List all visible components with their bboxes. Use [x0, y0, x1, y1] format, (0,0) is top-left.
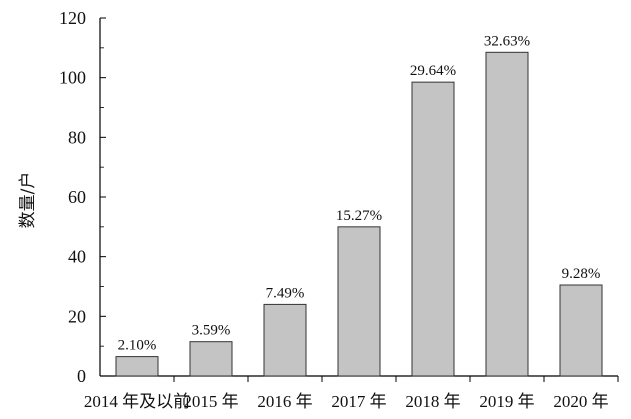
y-axis-title: 数量/户 — [18, 172, 38, 229]
x-tick-label: 2016 年 — [257, 392, 312, 411]
data-label: 3.59% — [192, 323, 231, 339]
bars — [115, 51, 603, 377]
y-tick-label: 20 — [68, 306, 86, 326]
y-axis-ticks: 0 20 40 60 80 100 120 — [59, 8, 106, 386]
data-label: 32.63% — [484, 33, 530, 49]
y-tick-label: 120 — [59, 8, 86, 28]
x-tick-label: 2015 年 — [183, 392, 238, 411]
bar — [263, 303, 307, 377]
x-tick-label: 2020 年 — [553, 392, 608, 411]
x-tick-label: 2017 年 — [331, 392, 386, 411]
data-label: 29.64% — [410, 63, 456, 79]
y-tick-label: 100 — [59, 68, 86, 88]
bar — [485, 51, 529, 377]
bar — [189, 341, 233, 377]
y-tick-label: 60 — [68, 187, 86, 207]
data-label: 7.49% — [266, 285, 305, 301]
y-tick-label: 80 — [68, 127, 86, 147]
x-tick-label: 2019 年 — [479, 392, 534, 411]
data-label: 15.27% — [336, 208, 382, 224]
y-tick-label: 0 — [77, 366, 86, 386]
data-label: 2.10% — [118, 338, 157, 354]
data-labels: 2.10% 3.59% 7.49% 15.27% 29.64% 32.63% 9.28% — [118, 33, 601, 353]
bar — [559, 284, 603, 377]
x-tick-label: 2014 年及以前 — [84, 392, 190, 411]
bar — [115, 356, 159, 377]
y-tick-label: 40 — [68, 247, 86, 267]
y-axis-title-group: 数量/户 — [18, 172, 38, 229]
data-label: 9.28% — [562, 266, 601, 282]
bar — [337, 226, 381, 377]
x-tick-label: 2018 年 — [405, 392, 460, 411]
bar — [411, 81, 455, 377]
